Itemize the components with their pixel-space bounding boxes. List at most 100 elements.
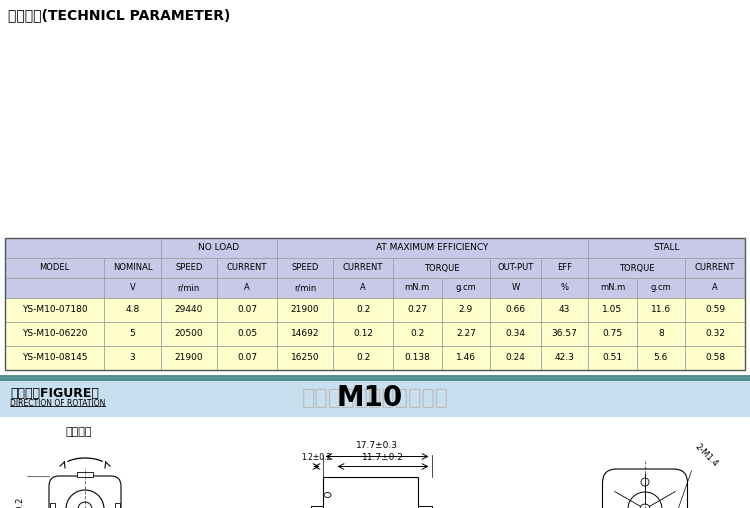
Bar [333, 298, 393, 322]
Bar [333, 322, 393, 346]
Bar [490, 322, 541, 346]
FancyBboxPatch shape [602, 469, 688, 508]
Text: A: A [244, 283, 250, 293]
Text: YS-M10-06220: YS-M10-06220 [22, 330, 87, 338]
Text: 0.24: 0.24 [506, 354, 526, 363]
FancyBboxPatch shape [49, 476, 121, 508]
Bar [104, 278, 160, 298]
Text: r/min: r/min [294, 283, 316, 293]
Bar [77, 472, 93, 477]
Bar [5, 298, 104, 322]
Bar [490, 258, 541, 278]
Bar [322, 477, 418, 508]
Text: 0.07: 0.07 [237, 305, 257, 314]
Bar [418, 505, 431, 508]
Text: 11.6: 11.6 [651, 305, 671, 314]
Text: AT MAXIMUM EFFICIENCY: AT MAXIMUM EFFICIENCY [376, 243, 489, 252]
Bar [160, 258, 217, 278]
Bar [541, 322, 588, 346]
Text: 0.75: 0.75 [602, 330, 622, 338]
Bar [442, 278, 490, 298]
Bar [637, 298, 686, 322]
Text: 8±0.2: 8±0.2 [15, 496, 24, 508]
Text: 3: 3 [130, 354, 135, 363]
Text: 2.27: 2.27 [456, 330, 476, 338]
Text: 0.2: 0.2 [410, 330, 424, 338]
Bar [442, 346, 490, 370]
Text: SPEED: SPEED [291, 264, 319, 272]
Text: mN.m: mN.m [405, 283, 430, 293]
Bar [490, 278, 541, 298]
Text: 4.8: 4.8 [125, 305, 140, 314]
Bar [5, 258, 104, 278]
Text: 36.57: 36.57 [551, 330, 578, 338]
Text: DIRECTION OF ROTATION: DIRECTION OF ROTATION [10, 399, 105, 408]
Text: 29440: 29440 [175, 305, 203, 314]
Bar [160, 298, 217, 322]
Ellipse shape [324, 492, 331, 497]
Text: YS-M10-08145: YS-M10-08145 [22, 354, 88, 363]
Bar [637, 346, 686, 370]
Text: 5: 5 [130, 330, 135, 338]
Bar [217, 278, 277, 298]
Text: TORQUE: TORQUE [619, 264, 655, 272]
Bar [277, 258, 333, 278]
Text: NO LOAD: NO LOAD [198, 243, 239, 252]
Bar [588, 278, 637, 298]
Bar [5, 346, 104, 370]
Text: STALL: STALL [653, 243, 680, 252]
Bar [5, 322, 104, 346]
Bar [686, 258, 745, 278]
Bar [0, 379, 750, 417]
Bar [104, 322, 160, 346]
Bar [588, 346, 637, 370]
Text: M10: M10 [337, 384, 404, 412]
Text: 0.27: 0.27 [407, 305, 428, 314]
Bar [490, 346, 541, 370]
Bar [217, 258, 277, 278]
Bar [217, 322, 277, 346]
Bar [333, 278, 393, 298]
Bar [277, 238, 588, 258]
Text: 11.7±0.2: 11.7±0.2 [362, 453, 404, 461]
Text: 技术参数(TECHNICL PARAMETER): 技术参数(TECHNICL PARAMETER) [8, 8, 230, 22]
Bar [393, 298, 442, 322]
Text: 43: 43 [559, 305, 570, 314]
Bar [160, 322, 217, 346]
Text: 0.34: 0.34 [506, 330, 526, 338]
Bar [5, 238, 745, 370]
Bar [393, 258, 490, 278]
Text: g.cm: g.cm [455, 283, 476, 293]
Text: CURRENT: CURRENT [695, 264, 735, 272]
Bar [541, 298, 588, 322]
Text: NOMINAL: NOMINAL [112, 264, 152, 272]
Text: 2-M1.4: 2-M1.4 [692, 442, 719, 469]
Text: 20500: 20500 [175, 330, 203, 338]
Text: %: % [560, 283, 568, 293]
Bar [541, 258, 588, 278]
Bar [637, 278, 686, 298]
Text: YS-M10-07180: YS-M10-07180 [22, 305, 88, 314]
Bar [277, 346, 333, 370]
Bar [588, 258, 686, 278]
Bar [393, 322, 442, 346]
Text: 1.2±0.2: 1.2±0.2 [302, 453, 332, 461]
Text: 0.2: 0.2 [356, 305, 370, 314]
Text: 0.32: 0.32 [705, 330, 725, 338]
Text: 外形图（FIGURE）: 外形图（FIGURE） [10, 387, 99, 400]
Bar [442, 322, 490, 346]
Bar [686, 346, 745, 370]
Text: CURRENT: CURRENT [226, 264, 267, 272]
Text: 深圳市晶成电机有限公司: 深圳市晶成电机有限公司 [302, 388, 448, 408]
Bar [160, 278, 217, 298]
Text: 旋转方向: 旋转方向 [65, 427, 92, 437]
Text: 0.51: 0.51 [602, 354, 622, 363]
Bar [541, 278, 588, 298]
Text: SPEED: SPEED [176, 264, 202, 272]
Bar [393, 278, 442, 298]
Bar [490, 298, 541, 322]
Text: 0.07: 0.07 [237, 354, 257, 363]
Text: V: V [130, 283, 135, 293]
Text: 0.58: 0.58 [705, 354, 725, 363]
Text: MODEL: MODEL [40, 264, 70, 272]
